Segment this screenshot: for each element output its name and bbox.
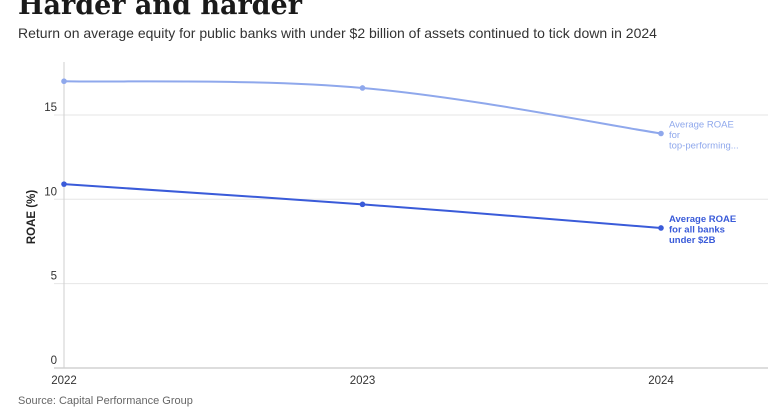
data-point	[658, 225, 664, 231]
chart-title: Harder and harder	[18, 0, 302, 21]
y-tick-label: 15	[44, 102, 57, 114]
series-end-label: Average ROAE	[669, 120, 734, 131]
source-note: Source: Capital Performance Group	[18, 395, 193, 407]
data-point	[359, 85, 366, 91]
series-end-label: for all banks	[669, 224, 725, 235]
y-tick-label: 5	[51, 271, 57, 283]
chart-subtitle: Return on average equity for public bank…	[18, 25, 657, 41]
x-tick-label: 2024	[648, 375, 674, 387]
data-point	[658, 130, 664, 137]
series-end-label: for	[669, 130, 680, 141]
x-tick-label: 2022	[51, 375, 77, 387]
x-tick-label: 2023	[350, 375, 376, 387]
data-point	[61, 181, 67, 187]
y-tick-label: 0	[51, 355, 57, 367]
data-point	[61, 78, 67, 85]
series-end-label: under $2B	[669, 235, 716, 246]
y-axis-label: ROAE (%)	[26, 190, 38, 244]
series-end-label: top-performing...	[669, 141, 739, 152]
series-end-label: Average ROAE	[669, 214, 736, 225]
data-point	[359, 201, 366, 208]
y-tick-label: 10	[44, 186, 57, 198]
